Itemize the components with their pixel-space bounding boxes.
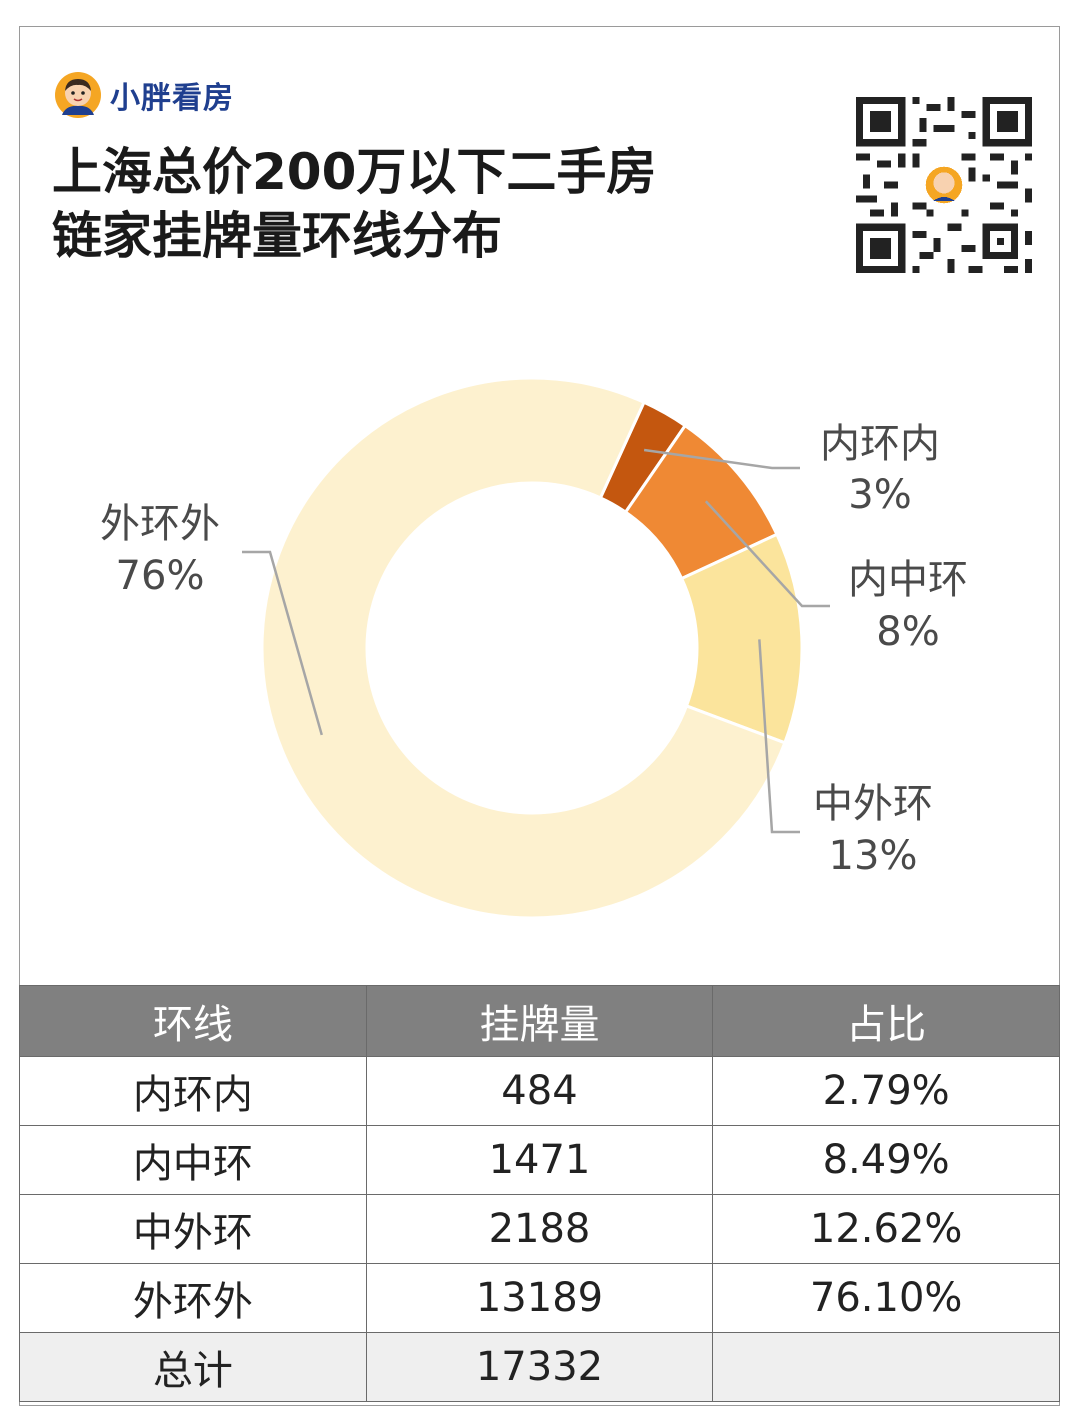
table-total-row: 总计 17332 [19, 1332, 1060, 1402]
table-header-row: 环线 挂牌量 占比 [19, 985, 1060, 1057]
cell-ring: 内中环 [19, 1125, 367, 1195]
header-listings: 挂牌量 [365, 985, 714, 1057]
title-line-1: 上海总价200万以下二手房 [52, 143, 657, 201]
slice-label: 外环外 [100, 501, 220, 547]
leader-line-4 [242, 550, 323, 736]
table-row: 外环外 13189 76.10% [19, 1263, 1060, 1333]
cell-share: 76.10% [712, 1263, 1060, 1333]
qr-code-icon [856, 97, 1032, 273]
table-row: 中外环 2188 12.62% [19, 1194, 1060, 1264]
total-share [712, 1332, 1060, 1402]
brand-name: 小胖看房 [110, 81, 234, 116]
leader-line-1 [643, 448, 800, 470]
total-listings: 17332 [365, 1332, 714, 1402]
slice-percent-label: 13% [829, 833, 918, 879]
cell-listings: 2188 [365, 1194, 714, 1264]
donut-chart: 内环内 3% 内中环 8% 中外环 13% 外环外 76% [100, 376, 968, 920]
leader-line-3 [758, 639, 800, 834]
cell-share: 8.49% [712, 1125, 1060, 1195]
data-table: 环线 挂牌量 占比 内环内 484 2.79% 内中环 1471 8.49% 中… [19, 985, 1060, 1402]
cell-ring: 外环外 [19, 1263, 367, 1333]
cell-listings: 484 [365, 1056, 714, 1126]
table-row: 内中环 1471 8.49% [19, 1125, 1060, 1195]
cell-listings: 13189 [365, 1263, 714, 1333]
leader-line-2 [704, 500, 830, 608]
cell-share: 2.79% [712, 1056, 1060, 1126]
page-title: 上海总价200万以下二手房 链家挂牌量环线分布 [52, 140, 656, 268]
header-share: 占比 [712, 985, 1060, 1057]
slice-percent-label: 76% [116, 553, 205, 599]
cell-ring: 内环内 [19, 1056, 367, 1126]
cell-listings: 1471 [365, 1125, 714, 1195]
donut-slice-4 [260, 376, 787, 920]
header-ring: 环线 [19, 985, 367, 1057]
cell-share: 12.62% [712, 1194, 1060, 1264]
cell-ring: 中外环 [19, 1194, 367, 1264]
slice-label: 内中环 [848, 557, 968, 603]
avatar-icon [55, 72, 101, 118]
slice-label: 内环内 [820, 421, 940, 467]
slice-percent-label: 8% [876, 609, 939, 655]
title-line-2: 链家挂牌量环线分布 [52, 207, 502, 265]
slice-percent-label: 3% [848, 472, 911, 518]
table-row: 内环内 484 2.79% [19, 1056, 1060, 1126]
total-label: 总计 [19, 1332, 367, 1402]
brand: 小胖看房 [54, 70, 234, 120]
slice-label: 中外环 [813, 781, 933, 827]
